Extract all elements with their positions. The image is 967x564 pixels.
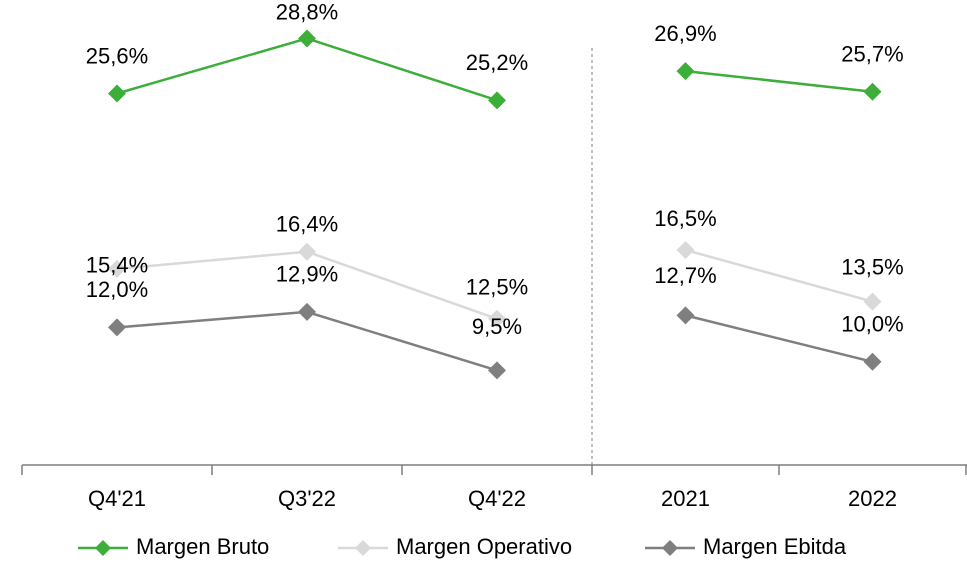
legend-label: Margen Operativo: [396, 534, 572, 559]
point: [108, 84, 126, 103]
point: [676, 241, 695, 259]
point: [108, 318, 126, 337]
legend-marker: [95, 540, 111, 556]
x-tick-label: Q3'22: [278, 486, 336, 511]
point: [108, 259, 126, 278]
legend-marker: [662, 540, 678, 556]
point: [298, 29, 316, 48]
point: [863, 292, 882, 311]
legend-label: Margen Ebitda: [703, 534, 847, 559]
data-label: 15,4%: [86, 253, 148, 278]
x-tick-label: 2022: [848, 486, 897, 511]
series-line: [116, 37, 498, 102]
data-label: 10,0%: [841, 312, 903, 337]
point: [298, 242, 316, 261]
point: [676, 62, 695, 81]
data-label: 25,2%: [466, 50, 528, 75]
data-label: 12,9%: [276, 262, 338, 287]
data-label: 25,6%: [86, 43, 148, 68]
point: [863, 82, 882, 101]
x-tick-label: 2021: [661, 486, 710, 511]
data-label: 26,9%: [654, 21, 716, 46]
data-label: 12,7%: [654, 263, 716, 288]
series-line: [685, 248, 873, 303]
point: [488, 309, 506, 328]
data-label: 12,0%: [86, 277, 148, 302]
data-label: 16,4%: [276, 212, 338, 237]
point: [488, 361, 506, 380]
legend-marker: [355, 540, 371, 556]
x-tick-label: Q4'22: [468, 486, 526, 511]
data-label: 13,5%: [841, 254, 903, 279]
x-tick-label: Q4'21: [88, 486, 146, 511]
series-line: [685, 69, 873, 94]
point: [488, 91, 506, 110]
data-label: 25,7%: [841, 42, 903, 67]
point: [676, 306, 695, 325]
series-line: [685, 314, 873, 364]
point: [863, 352, 882, 371]
data-label: 28,8%: [276, 0, 338, 24]
legend-label: Margen Bruto: [136, 534, 269, 559]
point: [298, 302, 316, 321]
data-label: 9,5%: [472, 314, 522, 339]
data-label: 16,5%: [654, 206, 716, 231]
data-label: 12,5%: [466, 275, 528, 300]
